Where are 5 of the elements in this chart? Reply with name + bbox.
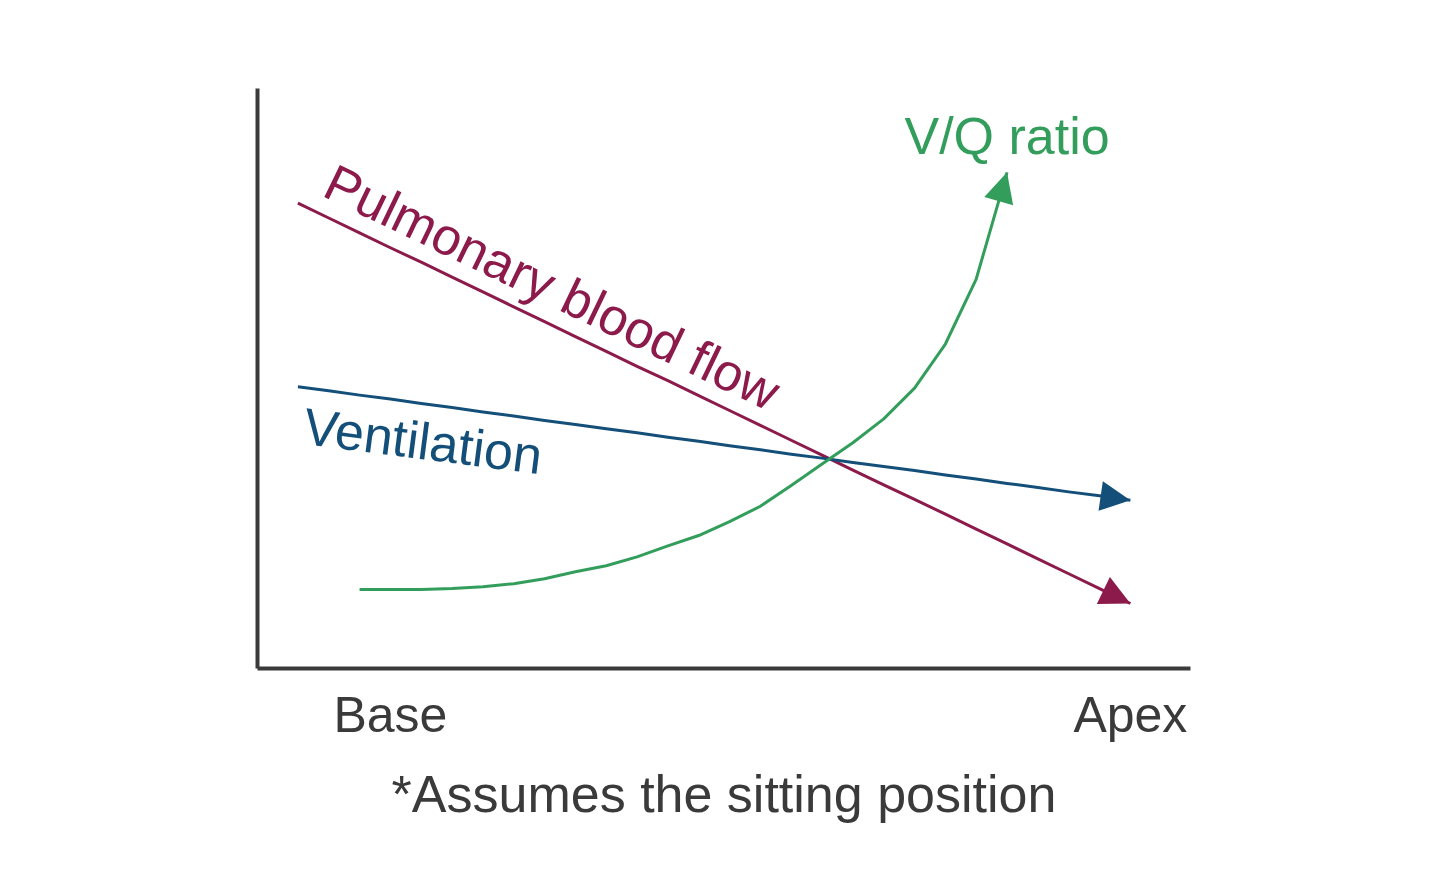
x-tick-label: Apex — [1073, 686, 1188, 743]
text: Ventilation — [300, 397, 546, 486]
text: *Assumes the sitting position — [391, 764, 1057, 823]
x-tick-label: Base — [333, 686, 448, 743]
series-label: V/Q ratio — [904, 107, 1110, 166]
